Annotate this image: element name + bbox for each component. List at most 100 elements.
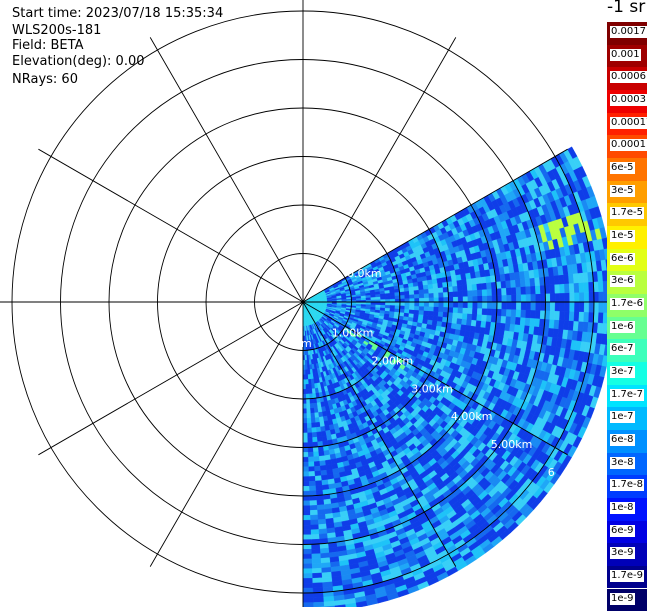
colorbar-cell: 0.0001 [607,135,647,158]
range-gate-cell [574,302,579,312]
range-gate-cell [429,306,434,311]
range-gate-cell [482,308,487,315]
range-gate-cell [434,297,439,302]
range-gate-cell [511,295,516,302]
range-gate-cell [385,305,390,308]
range-gate-cell [526,286,531,294]
colorbar-label: 1e-6 [610,321,635,333]
range-gate-cell [462,313,467,319]
range-gate-cell [525,278,531,286]
range-gate-cell [457,285,462,291]
range-gate-cell [424,298,429,302]
colorbar-cell: 6e-7 [607,339,647,362]
range-gate-cell [307,404,311,409]
range-gate-cell [530,278,536,286]
range-gate-cell [458,291,463,297]
colorbar-label: 1e-7 [610,411,635,423]
range-gate-cell [428,311,433,316]
range-gate-cell [390,302,395,305]
range-gate-cell [555,293,560,302]
range-gate-cell [303,583,313,588]
range-gate-cell [303,428,308,433]
colorbar-label: 1e-5 [610,230,635,242]
range-gate-cell [424,289,429,294]
range-gate-cell [310,408,314,413]
range-gate-cell [303,588,313,593]
range-gate-cell [318,519,326,525]
range-gate-cell [419,298,424,302]
range-gate-cell [501,316,506,323]
range-gate-cell [400,302,405,306]
range-gate-cell [311,534,320,539]
range-gate-cell [306,384,309,389]
range-gate-cell [316,485,323,490]
range-gate-cell [555,302,560,311]
range-gate-cell [311,520,319,525]
range-gate-cell [550,284,555,293]
range-gate-cell [448,292,453,297]
range-gate-cell [414,310,419,314]
range-gate-cell [443,312,448,317]
range-gate-cell [419,310,424,315]
range-gate-cell [312,427,317,432]
range-gate-cell [448,302,453,307]
range-gate-cell [313,442,318,447]
range-gate-cell [419,306,424,310]
colorbar-cell: 3e-8 [607,453,647,476]
range-gate-cell [535,285,540,294]
range-gate-cell [303,472,309,477]
range-gate-cell [487,295,492,302]
range-gate-cell [400,309,405,313]
range-gate-cell [308,452,314,457]
range-gate-cell [395,295,400,299]
range-gate-cell [434,307,439,312]
range-gate-cell [303,438,308,443]
range-gate-cell [526,294,531,302]
range-gate-cell [530,318,536,326]
range-gate-cell [501,281,506,288]
colorbar-cell: 0.0017 [607,22,647,45]
colorbar-label: 1e-9 [610,593,635,605]
range-gate-cell [380,305,385,308]
range-gate-cell [409,313,414,317]
range-gate-cell [535,310,540,319]
range-gate-cell [473,302,478,308]
range-gate-cell [409,309,414,313]
range-gate-cell [303,384,306,389]
ray-count: NRays: 60 [12,72,78,87]
range-gate-cell [303,578,313,583]
colorbar-label: 6e-8 [610,434,635,446]
range-gate-cell [511,287,516,295]
range-gate-cell [477,283,482,290]
colorbar-label: 6e-9 [610,525,635,537]
range-gate-cell [313,578,323,583]
range-gate-cell [303,433,308,438]
azimuth-spoke [38,149,303,302]
range-gate-cell [308,433,313,438]
range-gate-cell [316,481,323,486]
range-gate-cell [579,282,584,292]
range-gate-cell [400,298,405,302]
range-gate-cell [564,283,569,293]
range-gate-cell [545,302,550,311]
range-gate-cell [584,282,589,292]
range-gate-cell [390,305,395,308]
range-gate-cell [453,307,458,313]
range-gate-cell [303,414,307,419]
range-gate-cell [565,302,570,311]
range-gate-cell [409,306,414,310]
range-gate-cell [428,315,433,320]
colorbar-cell: 3e-5 [607,181,647,204]
range-gate-cell [309,471,315,476]
range-gate-cell [492,302,497,309]
range-gate-cell [444,297,449,302]
range-gate-cell [314,452,320,457]
range-gate-cell [318,514,326,520]
azimuth-spoke [150,302,303,567]
range-gate-cell [409,290,414,294]
range-gate-cell [482,289,487,296]
range-gate-cell [502,302,507,309]
range-gate-cell [497,302,502,309]
range-gate-cell [422,319,428,324]
range-gate-cell [303,467,309,472]
